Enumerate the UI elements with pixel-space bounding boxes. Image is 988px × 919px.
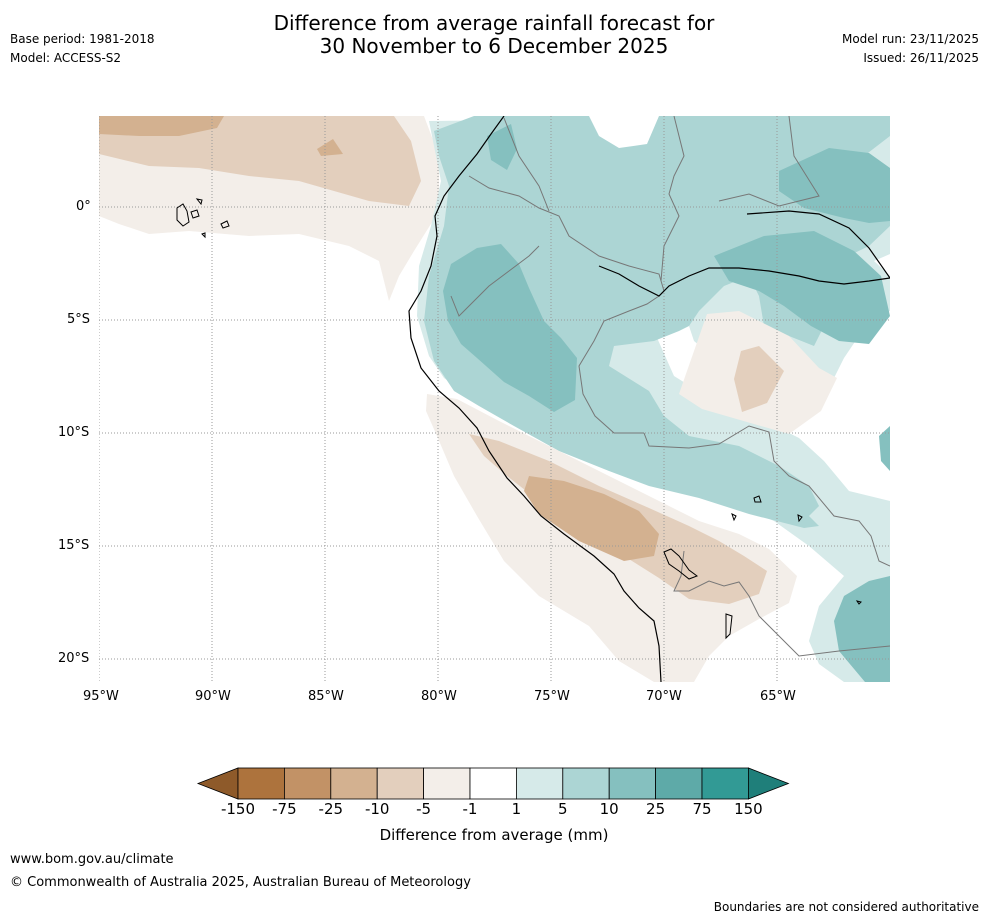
wet-zone-strong-east: [714, 231, 890, 344]
title-line-2: 30 November to 6 December 2025: [319, 34, 669, 58]
colorbar-tick-label: -150: [220, 800, 256, 818]
wet-zone-strong-north: [487, 124, 517, 170]
lon-label-90w: 90°W: [195, 689, 231, 704]
colorbar-title: Difference from average (mm): [379, 826, 609, 844]
colorbar-tick-label: -5: [416, 800, 432, 818]
colorbar-tick-label: -25: [318, 800, 344, 818]
wet-zone-strong-northeast: [779, 148, 890, 223]
lon-label-85w: 85°W: [308, 689, 344, 704]
colorbar: [196, 767, 790, 800]
wet-zone-strong-southeast: [834, 576, 890, 682]
wet-zone-strong-west: [443, 244, 577, 412]
colorbar-segment: [515, 767, 564, 800]
colorbar-segment: [655, 767, 703, 800]
lat-label-10s: 10°S: [58, 425, 90, 440]
colorbar-tick-label: 150: [734, 800, 763, 818]
issued-label: Issued: 26/11/2025: [863, 51, 979, 65]
lat-label-5s: 5°S: [67, 312, 91, 327]
website-link[interactable]: www.bom.gov.au/climate: [10, 852, 174, 867]
colorbar-tick-label: 75: [692, 800, 712, 818]
colorbar-segment: [284, 767, 332, 800]
colorbar-segment: [701, 767, 749, 800]
lon-label-80w: 80°W: [421, 689, 457, 704]
base-period-label: Base period: 1981-2018: [10, 32, 155, 46]
colorbar-segment: [608, 767, 657, 800]
colorbar-tick-label: 1: [511, 800, 522, 818]
wet-zone-far-east: [879, 426, 890, 471]
lon-label-75w: 75°W: [534, 689, 570, 704]
colorbar-segment: [562, 767, 610, 800]
white-pocket-north: [589, 116, 659, 148]
colorbar-ticks: -150 -75 -25 -10 -5 -1 1 5 10 25 75 150: [0, 800, 988, 822]
colorbar-segment: [330, 767, 378, 800]
dry-zone-ocean-strong: [99, 116, 224, 136]
colorbar-arrow-high: [748, 767, 790, 800]
dry-pocket-medium: [734, 346, 784, 412]
lat-label-15s: 15°S: [58, 538, 90, 553]
copyright-text: © Commonwealth of Australia 2025, Austra…: [10, 875, 471, 890]
boundaries-disclaimer: Boundaries are not considered authoritat…: [713, 900, 979, 914]
colorbar-segment: [237, 767, 285, 800]
colorbar-segment: [469, 767, 517, 800]
wet-zone-medium: [424, 116, 890, 528]
lon-label-95w: 95°W: [83, 689, 119, 704]
colorbar-tick-label: -10: [364, 800, 390, 818]
model-run-label: Model run: 23/11/2025: [841, 32, 979, 46]
gridlines: [99, 116, 890, 682]
colorbar-segment: [423, 767, 471, 800]
lon-label-70w: 70°W: [646, 689, 682, 704]
dry-zone-ocean-small: [317, 139, 343, 156]
lat-label-0: 0°: [76, 199, 91, 214]
white-pocket-east: [874, 254, 890, 276]
model-label: Model: ACCESS-S2: [10, 51, 122, 65]
lon-label-65w: 65°W: [760, 689, 796, 704]
title-line-1: Difference from average rainfall forecas…: [273, 11, 715, 35]
colorbar-tick-label: -75: [272, 800, 297, 818]
coastline: [408, 116, 890, 682]
andes-dry-strong: [524, 476, 659, 561]
chart-title: Difference from average rainfall forecas…: [0, 12, 988, 58]
colorbar-tick-label: 5: [558, 800, 568, 818]
rainfall-map: [99, 116, 890, 682]
colorbar-tick-label: 25: [646, 800, 666, 818]
colorbar-tick-label: 10: [599, 800, 619, 818]
galapagos-islands: [176, 198, 230, 239]
dry-zone-ocean-medium: [99, 116, 421, 206]
colorbar-arrow-low: [196, 767, 239, 800]
lake-titicaca: [663, 495, 862, 640]
lat-label-20s: 20°S: [58, 651, 90, 666]
colorbar-tick-label: -1: [462, 800, 478, 818]
country-borders: [450, 116, 890, 657]
colorbar-segment: [376, 767, 424, 800]
